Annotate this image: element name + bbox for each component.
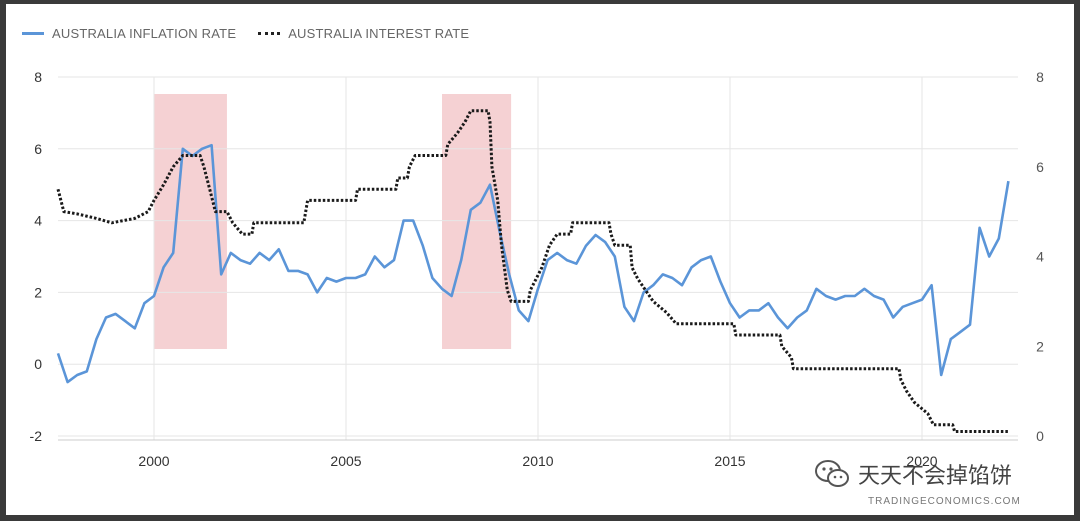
y-right-tick-label: 2 (1036, 338, 1044, 354)
y-left-tick-label: 0 (34, 356, 42, 372)
y-left-tick-label: 8 (34, 69, 42, 85)
wechat-icon (815, 460, 849, 487)
chart-panel: AUSTRALIA INFLATION RATE AUSTRALIA INTER… (6, 4, 1074, 515)
legend-label-interest: AUSTRALIA INTEREST RATE (288, 26, 470, 41)
watermark-text: 天天不会掉馅饼 (858, 463, 1013, 488)
legend-swatch-interest (258, 32, 281, 35)
x-tick-label: 2015 (714, 453, 745, 469)
legend-label-inflation: AUSTRALIA INFLATION RATE (52, 26, 237, 41)
chart-legend: AUSTRALIA INFLATION RATE AUSTRALIA INTER… (22, 26, 469, 41)
source-credit: TRADINGECONOMICS.COM (868, 496, 1021, 507)
series-line-interest (56, 109, 1009, 433)
y-right-tick-label: 4 (1036, 249, 1044, 265)
legend-item-inflation[interactable]: AUSTRALIA INFLATION RATE (22, 26, 236, 41)
x-tick-label: 2005 (330, 453, 361, 469)
x-tick-label: 2010 (522, 453, 553, 469)
legend-item-interest[interactable]: AUSTRALIA INTEREST RATE (258, 26, 469, 41)
line-chart: 8 6 4 2 0 -2 8 6 4 2 0 2000 2005 2010 2015 2020 (30, 69, 1045, 469)
y-left-tick-label: 4 (34, 213, 42, 229)
x-tick-label: 2000 (138, 453, 169, 469)
legend-swatch-inflation (22, 32, 44, 35)
shaded-period-0 (154, 94, 227, 349)
x-tick-label: 2020 (906, 453, 937, 469)
y-right-tick-label: 6 (1036, 159, 1044, 175)
y-right-tick-label: 0 (1036, 428, 1044, 444)
y-right-tick-label: 8 (1036, 69, 1044, 85)
series-line-inflation (56, 143, 1010, 384)
watermark: 天天不会掉馅饼 (814, 458, 1012, 490)
y-left-tick-label: 6 (34, 141, 42, 157)
y-left-tick-label: 2 (34, 284, 42, 300)
y-left-tick-label: -2 (30, 428, 43, 444)
